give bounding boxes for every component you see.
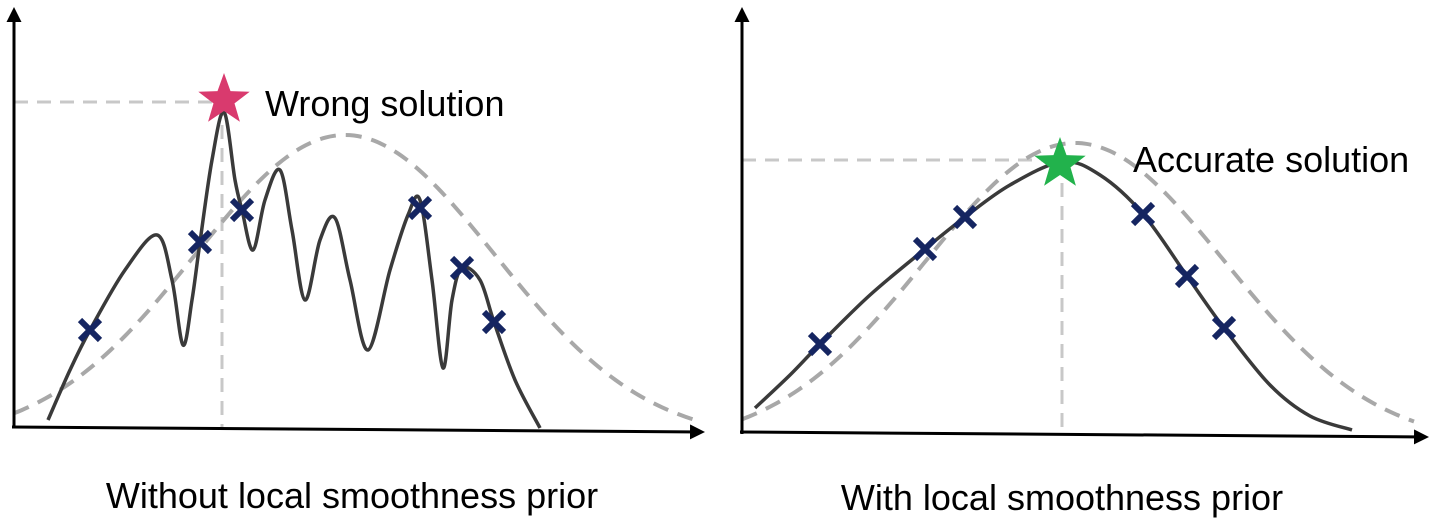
x-marker	[449, 255, 475, 281]
x-marker	[807, 331, 833, 357]
x-marker	[1211, 315, 1237, 341]
observations	[77, 195, 507, 343]
x-marker	[481, 309, 507, 335]
x-marker	[187, 229, 213, 255]
accurate-solution-star	[1034, 137, 1086, 186]
wrong-solution-star	[198, 73, 250, 122]
caption: Without local smoothness prior	[106, 475, 598, 516]
x-marker	[912, 236, 938, 262]
reference-curve	[741, 140, 1415, 424]
right-panel: Accurate solution With local smoothness …	[734, 7, 1429, 518]
fitted-curve	[753, 159, 1353, 432]
x-axis	[11, 424, 705, 440]
x-marker	[77, 317, 103, 343]
reference-curve	[13, 133, 695, 422]
observations	[807, 201, 1237, 357]
x-marker	[1130, 201, 1156, 227]
fitted-curve	[46, 110, 542, 429]
left-panel: Wrong solution Without local smoothness …	[6, 7, 705, 516]
x-marker	[1174, 263, 1200, 289]
caption: With local smoothness prior	[841, 477, 1283, 518]
x-marker	[952, 204, 978, 230]
x-axis	[739, 429, 1429, 445]
annotation: Wrong solution	[265, 83, 504, 124]
x-marker	[407, 195, 433, 221]
annotation: Accurate solution	[1133, 139, 1409, 180]
x-marker	[229, 197, 255, 223]
